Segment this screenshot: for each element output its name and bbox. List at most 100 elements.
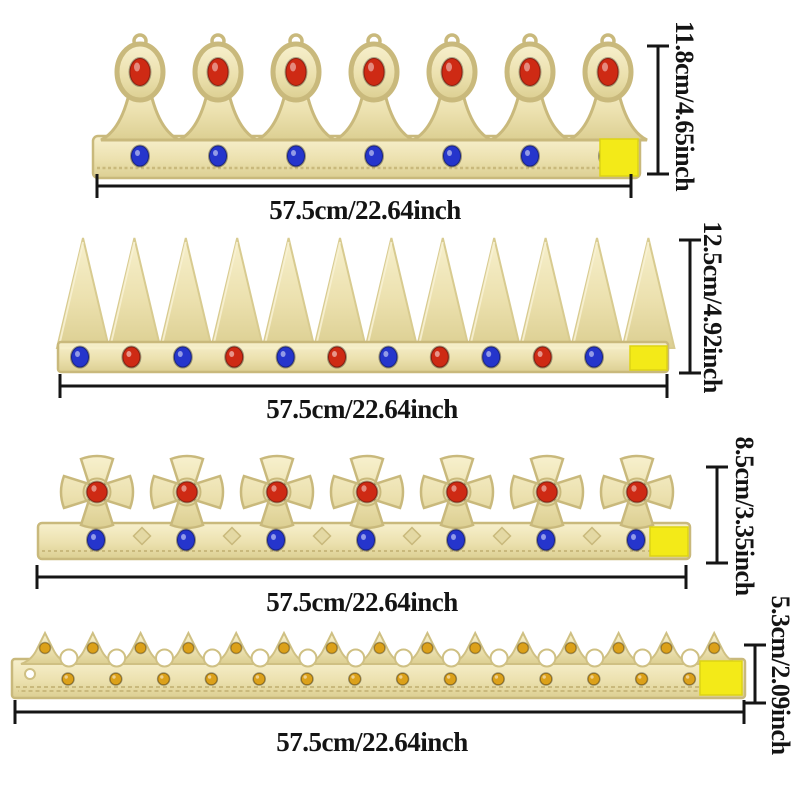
band-gem: [532, 345, 553, 369]
crown-peaks: [101, 35, 647, 140]
band-gem: [429, 345, 450, 369]
band-gem: [300, 672, 314, 686]
cutout-hole: [537, 648, 557, 668]
cross-pattee: [239, 454, 315, 530]
height-label-spike-crown: 12.5cm/4.92inch: [698, 221, 727, 393]
cross-pattee: [59, 454, 135, 530]
cutout-hole: [585, 648, 605, 668]
spike: [56, 237, 110, 349]
spike: [107, 237, 162, 349]
band-gem: [204, 672, 219, 686]
band-gem: [520, 144, 540, 168]
band-gem: [364, 144, 384, 168]
band-gem: [491, 672, 505, 686]
cross-pattee: [329, 454, 405, 530]
cutout-hole: [489, 648, 509, 668]
arch-peak: [569, 35, 647, 140]
spike-crown-graphic: [56, 237, 676, 374]
cross-pattee: [509, 454, 585, 530]
spike: [261, 237, 316, 349]
crown-band: [56, 340, 670, 374]
cutout-hole: [59, 648, 79, 668]
cross-pattee: [149, 454, 225, 530]
spike: [313, 237, 367, 349]
spike: [210, 237, 265, 349]
band-gem: [109, 672, 123, 686]
band-gem: [252, 672, 266, 686]
arch-peak: [179, 35, 257, 140]
band-gem: [224, 345, 245, 369]
height-dimension-line-cross: [706, 465, 728, 565]
velcro-patch: [629, 345, 668, 371]
band-gem: [539, 672, 553, 686]
band-gem: [443, 672, 458, 686]
width-dimension-line-points: [13, 700, 746, 724]
cutout-hole: [633, 648, 652, 668]
band-gem: [86, 528, 106, 552]
band-gem: [536, 528, 556, 552]
points-crown-graphic: [10, 632, 747, 700]
band-gem: [584, 345, 604, 369]
arch-peak: [413, 35, 491, 140]
width-dimension-line-cross: [35, 565, 688, 589]
band-gem: [121, 345, 142, 369]
height-label-points-crown: 5.3cm/2.09inch: [766, 595, 795, 755]
cutout-hole: [202, 648, 222, 668]
spike: [158, 237, 213, 349]
band-gem: [61, 672, 75, 686]
cutout-hole: [107, 648, 127, 668]
band-gem: [172, 345, 193, 369]
band-gem: [266, 528, 286, 552]
band-gem: [634, 672, 649, 686]
band-gem: [156, 672, 171, 686]
band-gem: [378, 345, 399, 369]
band-gem: [286, 144, 306, 168]
width-dimension-line-spike: [58, 374, 669, 398]
band-gem: [626, 528, 646, 552]
arch-peak: [335, 35, 413, 140]
band-gem: [275, 345, 296, 369]
crown-crosses: [59, 454, 675, 530]
band-gem: [446, 528, 466, 552]
band-gem: [348, 672, 362, 686]
band-gem: [176, 528, 196, 552]
cross-pattee: [599, 454, 675, 530]
spike: [518, 237, 573, 349]
height-label-royal-crown: 11.8cm/4.65inch: [670, 20, 699, 192]
spike: [415, 237, 470, 349]
spike: [621, 237, 676, 349]
cutout-hole: [394, 648, 413, 668]
band-gem: [208, 144, 228, 168]
velcro-patch: [599, 138, 639, 177]
band-gem: [481, 345, 502, 369]
width-label-points-crown: 57.5cm/22.64inch: [276, 727, 468, 757]
spike: [570, 237, 624, 349]
spike: [364, 237, 419, 349]
crown-spikes: [56, 237, 676, 349]
cutout-hole: [441, 648, 461, 668]
band-gem: [442, 144, 462, 168]
cross-pattee: [419, 454, 495, 530]
width-label-royal-crown: 57.5cm/22.64inch: [269, 195, 461, 225]
band-gem: [682, 672, 697, 686]
cutout-hole: [250, 648, 270, 668]
arch-peak: [257, 35, 335, 140]
width-label-spike-crown: 57.5cm/22.64inch: [266, 394, 458, 424]
band-gem: [587, 672, 601, 686]
cutout-hole: [680, 648, 700, 668]
band-gem: [395, 672, 410, 686]
arch-peak: [101, 35, 179, 140]
band-gem: [327, 345, 347, 369]
cross-crown-graphic: [36, 454, 692, 561]
crown-points: [20, 632, 740, 665]
cutout-hole: [346, 648, 366, 668]
band-eyelet: [24, 668, 36, 680]
cutout-hole: [298, 648, 318, 668]
arch-peak: [491, 35, 569, 140]
velcro-patch: [699, 660, 743, 696]
height-dimension-line-royal: [647, 44, 669, 176]
width-label-cross-crown: 57.5cm/22.64inch: [266, 587, 458, 617]
spike: [467, 237, 522, 349]
royal-arch-crown-graphic: [91, 35, 647, 180]
